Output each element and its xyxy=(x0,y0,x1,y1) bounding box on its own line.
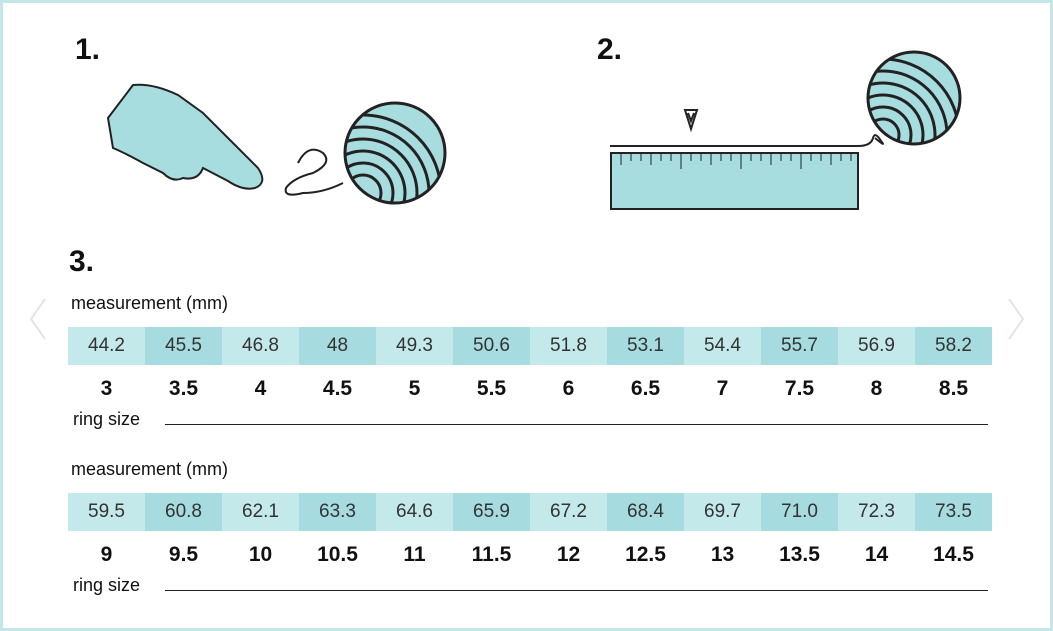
measurement-cell: 51.8 xyxy=(530,327,607,365)
measurement-cell: 55.7 xyxy=(761,327,838,365)
ring-size: 9.5 xyxy=(168,543,199,566)
table-caption: measurement (mm) xyxy=(71,293,229,313)
measurement-cell: 59.5 xyxy=(68,493,145,531)
measurement-cell: 69.7 xyxy=(684,493,761,531)
footer-rule xyxy=(165,590,988,591)
measurement-cell: 48 xyxy=(299,327,376,365)
ring-size: 6 xyxy=(562,377,575,400)
ring-size: 10.5 xyxy=(317,543,358,566)
measurement-cell: 50.6 xyxy=(453,327,530,365)
ring-size: 13 xyxy=(710,543,735,566)
measurement-cell: 62.1 xyxy=(222,493,299,531)
illustrations xyxy=(29,50,1025,340)
ring-size: 5.5 xyxy=(476,377,507,400)
measurement-cell: 72.3 xyxy=(838,493,915,531)
measurement-cell: 65.9 xyxy=(453,493,530,531)
step-label: 1. xyxy=(75,33,101,66)
measurement-cell: 60.8 xyxy=(145,493,222,531)
measurement-cell: 45.5 xyxy=(145,327,222,365)
measurement-cell: 68.4 xyxy=(607,493,684,531)
measurement-cell: 73.5 xyxy=(915,493,992,531)
ring-size: 12 xyxy=(556,543,581,566)
measurement-cell: 49.3 xyxy=(376,327,453,365)
ring-size: 14 xyxy=(864,543,889,566)
measurement-cell: 56.9 xyxy=(838,327,915,365)
measurement-cell: 44.2 xyxy=(68,327,145,365)
string xyxy=(284,148,344,196)
table-footer: ring size xyxy=(73,409,141,429)
measurement-cell: 53.1 xyxy=(607,327,684,365)
step-label: 3. xyxy=(69,245,95,278)
ring-size: 10 xyxy=(248,543,273,566)
ring-size: 14.5 xyxy=(933,543,974,566)
yarn-ball xyxy=(343,101,447,205)
ring-size: 3.5 xyxy=(168,377,199,400)
measurement-cell: 46.8 xyxy=(222,327,299,365)
ring-size: 8 xyxy=(870,377,883,400)
measurement-cell: 63.3 xyxy=(299,493,376,531)
next-arrow[interactable] xyxy=(1008,298,1025,340)
ring-size: 6.5 xyxy=(630,377,661,400)
measurement-cell: 67.2 xyxy=(530,493,607,531)
ring-size: 3 xyxy=(100,377,113,400)
marker xyxy=(683,109,699,133)
measurement-cell: 71.0 xyxy=(761,493,838,531)
ring-size: 7 xyxy=(716,377,729,400)
ring-size: 13.5 xyxy=(779,543,820,566)
ring-size: 9 xyxy=(100,543,113,566)
ring-size: 12.5 xyxy=(625,543,666,566)
ring-size: 11 xyxy=(403,543,426,566)
ruler xyxy=(610,152,859,210)
ring-size: 4.5 xyxy=(322,377,353,400)
hand xyxy=(106,83,264,190)
ring-size: 11.5 xyxy=(471,543,512,566)
ring-size: 8.5 xyxy=(938,377,969,400)
measurement-cell: 64.6 xyxy=(376,493,453,531)
prev-arrow[interactable] xyxy=(29,298,46,340)
table-caption: measurement (mm) xyxy=(71,459,229,479)
ring-size: 7.5 xyxy=(784,377,815,400)
measure-line xyxy=(610,134,884,147)
step-label: 2. xyxy=(597,33,623,66)
table-footer: ring size xyxy=(73,575,141,595)
measurement-cell: 58.2 xyxy=(915,327,992,365)
ring-size: 4 xyxy=(254,377,267,400)
ring-size: 5 xyxy=(408,377,421,400)
footer-rule xyxy=(165,424,988,425)
measurement-cell: 54.4 xyxy=(684,327,761,365)
